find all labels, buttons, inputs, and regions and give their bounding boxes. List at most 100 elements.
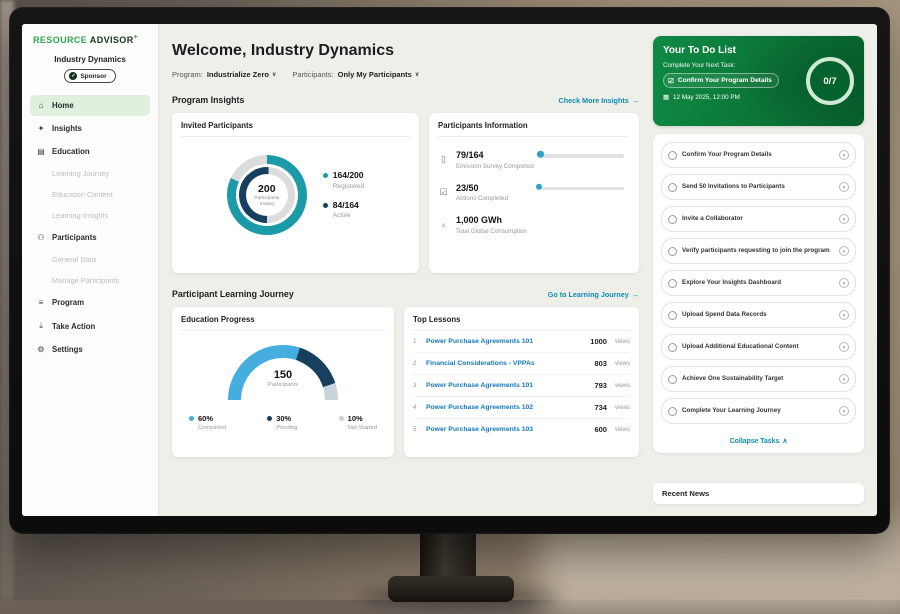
legend-label: Pending bbox=[276, 425, 298, 431]
lesson-row: 3 Power Purchase Agreements 101 793 view… bbox=[413, 375, 630, 397]
sidebar-item-education-content[interactable]: Education Content bbox=[30, 185, 150, 204]
link-label: Go to Learning Journey bbox=[547, 289, 629, 299]
donut-center-label: Participants Invited bbox=[254, 195, 280, 207]
arrow-right-icon: → bbox=[631, 289, 639, 299]
todo-title: Your To Do List bbox=[663, 45, 736, 56]
sponsor-badge[interactable]: ✓ Sponsor bbox=[64, 69, 116, 83]
lesson-views-word: views bbox=[614, 404, 630, 411]
lesson-link[interactable]: Financial Considerations - VPPAs bbox=[426, 360, 535, 367]
card-title: Top Lessons bbox=[413, 315, 630, 331]
chevron-right-icon[interactable]: › bbox=[839, 374, 849, 384]
sidebar-item-participants[interactable]: ⚇ Participants bbox=[30, 227, 150, 248]
checkbox-icon: ☑ bbox=[668, 77, 674, 85]
chevron-right-icon[interactable]: › bbox=[839, 182, 849, 192]
task-checkbox[interactable] bbox=[668, 374, 677, 384]
sidebar-item-manage-participants[interactable]: Manage Participants bbox=[30, 271, 150, 290]
sidebar-item-label: Settings bbox=[52, 345, 83, 354]
lesson-link[interactable]: Power Purchase Agreements 101 bbox=[426, 382, 534, 389]
legend-label: Registered bbox=[332, 182, 365, 190]
sidebar-item-label: Learning Journey bbox=[52, 169, 110, 178]
card-title: Participants Information bbox=[438, 121, 630, 137]
sidebar-item-general-data[interactable]: General Data bbox=[30, 250, 150, 269]
chevron-right-icon[interactable]: › bbox=[839, 310, 849, 320]
sponsor-badge-icon: ✓ bbox=[69, 72, 78, 80]
main-content: Welcome, Industry Dynamics Program: Indu… bbox=[159, 24, 651, 516]
task-item[interactable]: Upload Spend Data Records › bbox=[661, 302, 856, 328]
lesson-link[interactable]: Power Purchase Agreements 101 bbox=[426, 338, 534, 345]
task-item[interactable]: Explore Your Insights Dashboard › bbox=[661, 270, 856, 296]
task-item[interactable]: Send 50 Invitations to Participants › bbox=[661, 174, 856, 200]
lesson-views-word: views bbox=[614, 426, 630, 433]
task-checkbox[interactable] bbox=[668, 246, 677, 256]
task-item[interactable]: Upload Additional Educational Content › bbox=[661, 334, 856, 360]
lesson-row: 4 Power Purchase Agreements 102 734 view… bbox=[413, 397, 630, 419]
task-item[interactable]: Achieve One Sustainability Target › bbox=[661, 366, 856, 392]
participants-filter-dropdown[interactable]: Only My Participants ∨ bbox=[338, 70, 420, 79]
sidebar-item-label: Participants bbox=[52, 233, 97, 242]
sidebar-item-education[interactable]: ▤ Education bbox=[30, 141, 150, 162]
sidebar-item-take-action[interactable]: ⤓ Take Action bbox=[30, 315, 150, 337]
chevron-right-icon[interactable]: › bbox=[839, 246, 849, 256]
todo-progress-ring: 0/7 bbox=[806, 57, 854, 105]
education-legend: 60% Completed 30% Pending bbox=[181, 400, 385, 431]
task-checkbox[interactable] bbox=[668, 182, 677, 192]
chevron-right-icon[interactable]: › bbox=[839, 150, 849, 160]
go-to-learning-journey-link[interactable]: Go to Learning Journey → bbox=[548, 290, 639, 299]
task-item[interactable]: Invite a Collaborator › bbox=[661, 206, 856, 232]
stat-label: Total Global Consumption bbox=[456, 227, 527, 235]
org-name: Industry Dynamics bbox=[54, 55, 126, 64]
card-title: Invited Participants bbox=[181, 121, 410, 137]
task-label: Complete Your Learning Journey bbox=[682, 406, 781, 414]
legend-label: Active bbox=[332, 211, 351, 219]
sidebar-item-program[interactable]: ≡ Program bbox=[30, 292, 150, 313]
stat-value: 79/164 bbox=[456, 150, 484, 160]
sidebar-item-learning-insights[interactable]: Learning Insights bbox=[30, 206, 150, 225]
task-checkbox[interactable] bbox=[668, 150, 677, 160]
check-more-insights-link[interactable]: Check More Insights → bbox=[559, 96, 639, 105]
task-checkbox[interactable] bbox=[668, 214, 677, 224]
sidebar-item-learning-journey[interactable]: Learning Journey bbox=[30, 164, 150, 183]
globe-icon: ♁ bbox=[440, 219, 447, 230]
legend-label: Completed bbox=[198, 425, 227, 431]
todo-panel: Your To Do List Complete Your Next Task:… bbox=[651, 24, 877, 516]
chevron-right-icon[interactable]: › bbox=[839, 278, 849, 288]
lesson-row: 2 Financial Considerations - VPPAs 803 v… bbox=[413, 353, 630, 375]
participants-icon: ⚇ bbox=[37, 233, 45, 242]
task-item[interactable]: Complete Your Learning Journey › bbox=[661, 398, 856, 424]
sidebar-item-label: Home bbox=[52, 101, 74, 110]
task-checkbox[interactable] bbox=[668, 342, 677, 352]
task-checkbox[interactable] bbox=[668, 406, 677, 416]
settings-icon: ⚙ bbox=[37, 345, 45, 354]
lesson-link[interactable]: Power Purchase Agreements 102 bbox=[426, 404, 534, 411]
sidebar-item-insights[interactable]: ✦ Insights bbox=[30, 118, 150, 139]
dashboard-screen: RESOURCE ADVISOR+ Industry Dynamics ✓ Sp… bbox=[22, 24, 877, 516]
learning-journey-title: Participant Learning Journey bbox=[172, 289, 294, 299]
lesson-link[interactable]: Power Purchase Agreements 103 bbox=[426, 426, 534, 433]
donut-center-value: 200 bbox=[258, 182, 276, 195]
collapse-tasks-link[interactable]: Collapse Tasks ∧ bbox=[661, 430, 856, 449]
logo-secondary: ADVISOR bbox=[89, 35, 134, 45]
filters-row: Program: Industrialize Zero ∨ Participan… bbox=[172, 70, 639, 79]
collapse-tasks-label: Collapse Tasks bbox=[729, 437, 780, 445]
invited-legend-dot bbox=[322, 202, 328, 208]
task-checkbox[interactable] bbox=[668, 310, 677, 320]
task-item[interactable]: Verify participants requesting to join t… bbox=[661, 238, 856, 264]
todo-next-task[interactable]: ☑ Confirm Your Program Details bbox=[663, 73, 779, 88]
task-checkbox[interactable] bbox=[668, 278, 677, 288]
participants-information-card: Participants Information ▯ 79/164 Emissi… bbox=[429, 113, 639, 273]
todo-header-card: Your To Do List Complete Your Next Task:… bbox=[653, 36, 864, 126]
chevron-right-icon[interactable]: › bbox=[839, 406, 849, 416]
sidebar-item-settings[interactable]: ⚙ Settings bbox=[30, 339, 150, 360]
chevron-right-icon[interactable]: › bbox=[839, 214, 849, 224]
education-icon: ▤ bbox=[37, 147, 45, 156]
sidebar-item-label: General Data bbox=[52, 255, 96, 264]
sidebar: RESOURCE ADVISOR+ Industry Dynamics ✓ Sp… bbox=[22, 24, 159, 516]
stat-label: Actions Completed bbox=[456, 195, 508, 202]
actions-progress-bar bbox=[539, 186, 624, 190]
program-filter-dropdown[interactable]: Industrialize Zero ∨ bbox=[207, 70, 277, 79]
sidebar-item-home[interactable]: ⌂ Home bbox=[30, 95, 150, 116]
task-item[interactable]: Confirm Your Program Details › bbox=[661, 142, 856, 168]
chevron-right-icon[interactable]: › bbox=[839, 342, 849, 352]
participants-filter-label: Participants: bbox=[292, 70, 334, 79]
task-label: Upload Spend Data Records bbox=[682, 310, 767, 318]
